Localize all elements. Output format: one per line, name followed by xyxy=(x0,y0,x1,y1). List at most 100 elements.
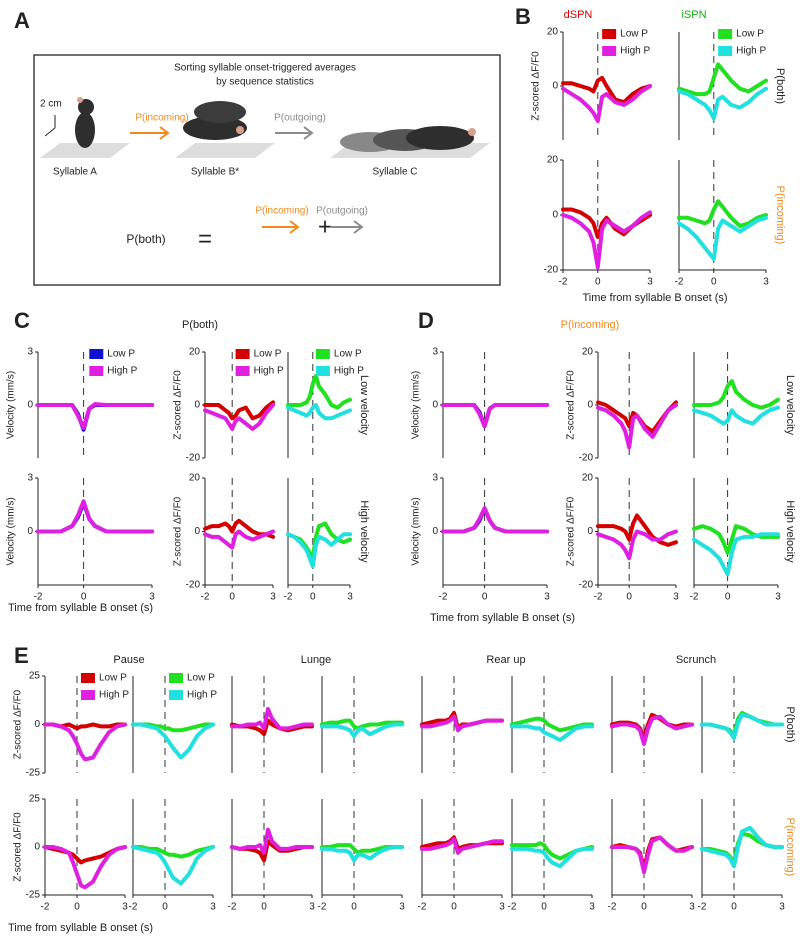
trace xyxy=(230,839,314,863)
mouse-ear xyxy=(77,97,83,103)
trace xyxy=(203,400,275,421)
x-tick-label: -2 xyxy=(34,592,43,603)
legend-swatch xyxy=(315,366,330,376)
panel-title: P(both) xyxy=(182,319,218,331)
panel-letter: D xyxy=(418,308,434,333)
legend-swatch xyxy=(169,673,183,683)
y-tick-label: 0 xyxy=(194,400,200,411)
mouse-ear xyxy=(468,128,476,136)
x-axis-label: Time from syllable B onset (s) xyxy=(582,292,727,304)
row-label: P(both) xyxy=(774,68,786,104)
trace xyxy=(131,722,215,760)
trace xyxy=(320,722,404,739)
trace xyxy=(610,835,694,874)
syllable-label: Syllable C xyxy=(372,167,417,178)
equation-lhs: P(both) xyxy=(126,232,165,246)
trace xyxy=(441,403,549,429)
x-tick-label: 0 xyxy=(310,592,316,603)
row-label: High velocity xyxy=(784,500,796,563)
legend-label: High P xyxy=(254,366,284,377)
legend-label: Low P xyxy=(736,29,764,40)
trace xyxy=(596,403,678,450)
chart-title: Lunge xyxy=(301,654,332,666)
legend-swatch xyxy=(235,349,250,359)
diagram: Sorting syllable onset-triggered average… xyxy=(33,54,501,286)
row-label: Low velocity xyxy=(784,375,796,435)
y-tick-label: 0 xyxy=(432,526,438,537)
legend-swatch xyxy=(718,46,733,56)
legend-swatch xyxy=(602,46,617,56)
trace xyxy=(286,532,352,569)
legend-label: Low P xyxy=(334,349,362,360)
trace xyxy=(230,707,314,731)
arrow xyxy=(275,126,314,140)
y-tick-label: 20 xyxy=(189,347,201,358)
y-axis-label: Z-scored ΔF/F0 xyxy=(173,496,184,566)
x-tick-label: 3 xyxy=(270,592,276,603)
mouse xyxy=(183,116,247,140)
x-tick-label: 0 xyxy=(595,277,601,288)
legend-swatch xyxy=(81,673,95,683)
scale-bar xyxy=(44,127,56,137)
y-tick-label: 20 xyxy=(582,473,594,484)
mouse-ear xyxy=(236,126,244,134)
chart-title: Rear up xyxy=(486,654,525,666)
x-tick-label: 3 xyxy=(689,902,695,913)
transition-label: P(incoming) xyxy=(135,113,188,124)
y-tick-label: 0 xyxy=(27,526,33,537)
y-tick-label: 3 xyxy=(432,473,438,484)
y-tick-label: 20 xyxy=(547,155,559,166)
x-tick-label: 3 xyxy=(399,902,405,913)
y-axis-label: Z-scored ΔF/F0 xyxy=(566,370,577,440)
legend-label: High P xyxy=(736,46,766,57)
trace xyxy=(36,499,154,534)
y-tick-label: -20 xyxy=(186,453,201,464)
trace xyxy=(203,529,275,550)
x-tick-label: 0 xyxy=(731,902,737,913)
trace xyxy=(700,712,784,741)
panel-letter: B xyxy=(515,4,531,29)
x-tick-label: 3 xyxy=(347,592,353,603)
y-tick-label: 3 xyxy=(27,473,33,484)
row-label: Low velocity xyxy=(358,375,370,435)
legend-label: Low P xyxy=(620,29,648,40)
legend-label: High P xyxy=(187,690,217,701)
equation-equals: = xyxy=(198,225,212,252)
syllable-label: Syllable A xyxy=(53,167,97,178)
x-tick-label: 3 xyxy=(122,902,128,913)
x-tick-label: -2 xyxy=(41,902,50,913)
panel-letter: A xyxy=(14,8,30,33)
x-tick-label: 0 xyxy=(626,592,632,603)
panel-letter: E xyxy=(14,643,29,668)
legend-swatch xyxy=(89,366,104,376)
legend-swatch xyxy=(718,29,733,39)
mouse xyxy=(78,99,94,115)
trace xyxy=(203,403,275,431)
y-axis-label: Z-scored ΔF/F0 xyxy=(13,812,24,882)
x-axis-label: Time from syllable B onset (s) xyxy=(430,612,575,624)
trace xyxy=(441,506,549,534)
x-tick-label: -2 xyxy=(318,902,327,913)
trace xyxy=(131,845,215,886)
y-tick-label: 0 xyxy=(587,526,593,537)
y-tick-label: 20 xyxy=(582,347,594,358)
mouse xyxy=(194,101,246,123)
trace xyxy=(510,724,594,742)
trace xyxy=(561,84,652,124)
legend-label: High P xyxy=(620,46,650,57)
x-tick-label: 0 xyxy=(725,592,731,603)
y-axis-label: Velocity (mm/s) xyxy=(6,497,17,565)
trace xyxy=(36,403,154,432)
trace xyxy=(320,845,404,863)
x-tick-label: 0 xyxy=(451,902,457,913)
chart-title: dSPN xyxy=(564,9,593,21)
x-axis-label: Time from syllable B onset (s) xyxy=(8,922,153,934)
y-tick-label: 0 xyxy=(194,526,200,537)
y-tick-label: 0 xyxy=(432,400,438,411)
y-tick-label: 3 xyxy=(432,347,438,358)
x-tick-label: -2 xyxy=(228,902,237,913)
y-tick-label: 0 xyxy=(552,81,558,92)
trace xyxy=(286,403,352,421)
legend-swatch xyxy=(235,366,250,376)
